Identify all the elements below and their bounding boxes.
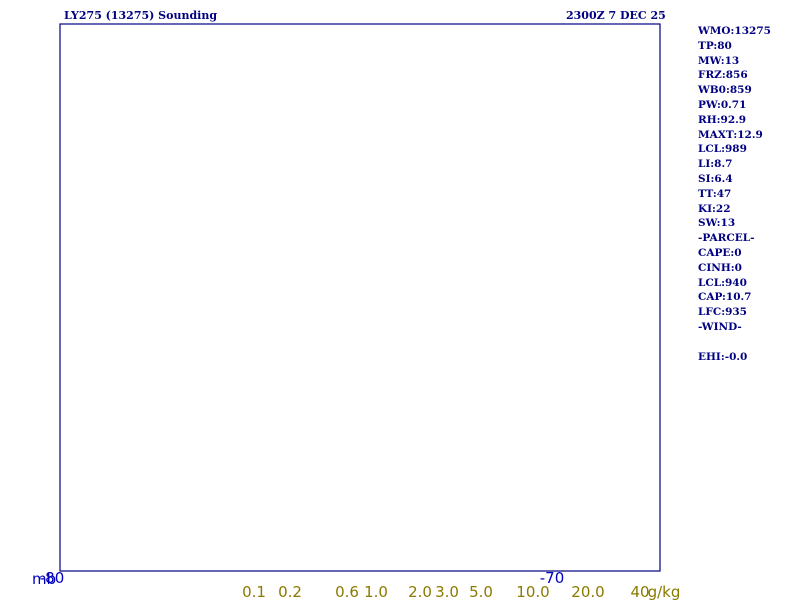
index-row: RH:92.9	[698, 113, 747, 126]
mixing-ratio-label: 10.0	[516, 583, 549, 600]
chart-title: LY275 (13275) Sounding	[64, 9, 218, 22]
mixing-ratio-label: 5.0	[469, 583, 493, 600]
mixing-ratio-label: 0.1	[242, 583, 266, 600]
index-row: LFC:935	[698, 306, 747, 319]
index-row: -PARCEL-	[698, 232, 755, 245]
index-row: WB0:859	[698, 84, 752, 97]
index-row: WMO:13275	[698, 25, 771, 37]
index-row: PW:0.71	[698, 98, 747, 111]
index-row: TT:47	[698, 187, 732, 200]
mixing-ratio-label: 1.0	[364, 583, 388, 600]
mixing-ratio-label: 20.0	[571, 583, 604, 600]
plot-frame	[59, 23, 661, 572]
index-row: CAPE:0	[698, 246, 742, 259]
index-row: CINH:0	[698, 261, 742, 274]
pressure-unit-label: mb	[32, 570, 56, 588]
index-row: MAXT:12.9	[698, 128, 763, 141]
index-row: KI:22	[698, 202, 731, 215]
index-row: LI:8.7	[698, 158, 733, 171]
index-row: TP:80	[698, 39, 732, 52]
mixing-ratio-label: g/kg	[648, 583, 681, 600]
index-row: SI:6.4	[698, 172, 733, 185]
mixing-ratio-label: 3.0	[435, 583, 459, 600]
index-row: FRZ:856	[698, 69, 748, 82]
index-row: MW:13	[698, 54, 740, 67]
temperature-tick-label: -80	[40, 569, 65, 587]
mixing-ratio-label: 2.0	[408, 583, 432, 600]
index-row	[698, 335, 798, 350]
index-row: EHI:-0.0	[698, 350, 748, 363]
index-row: SW:13	[698, 217, 736, 230]
index-row: -WIND-	[698, 320, 742, 333]
indices-panel: WMO:13275 TP:80 MW:13 FRZ:856 WB0:859 PW:0.71…	[698, 24, 798, 364]
mixing-ratio-label: 0.6	[335, 583, 359, 600]
plot-border	[59, 23, 661, 572]
index-row: LCL:989	[698, 143, 747, 156]
axis-labels: 1002003004005006007008009001000mb-80-70-…	[32, 569, 681, 600]
temperature-tick-label: -70	[540, 569, 565, 587]
mixing-ratio-label: 0.2	[278, 583, 302, 600]
mixing-ratio-label: 40	[630, 583, 649, 600]
sounding-datetime: 2300Z 7 DEC 25	[566, 9, 666, 22]
index-row: CAP:10.7	[698, 291, 752, 304]
index-row: LCL:940	[698, 276, 747, 289]
